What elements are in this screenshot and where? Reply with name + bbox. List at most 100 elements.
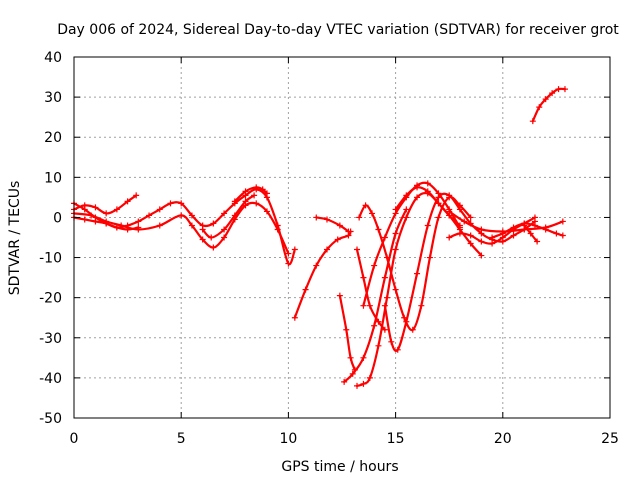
- series-arc-9: [341, 206, 410, 385]
- data-point: [542, 96, 549, 103]
- data-point: [167, 200, 174, 207]
- data-point: [456, 230, 463, 237]
- data-point: [221, 210, 228, 217]
- data-point: [81, 202, 88, 209]
- data-point: [146, 212, 153, 219]
- data-point: [375, 342, 382, 349]
- data-point: [210, 244, 217, 251]
- data-point: [135, 218, 142, 225]
- data-point: [242, 198, 249, 205]
- data-point: [285, 250, 292, 257]
- data-point: [561, 86, 568, 93]
- data-point: [392, 210, 399, 217]
- data-point: [456, 224, 463, 231]
- data-point: [384, 254, 391, 261]
- data-point: [199, 226, 206, 233]
- data-point: [424, 180, 431, 187]
- data-point: [341, 378, 348, 385]
- x-tick-label: 10: [279, 431, 297, 447]
- data-point: [424, 222, 431, 229]
- data-point: [388, 338, 395, 345]
- data-point: [403, 318, 410, 325]
- series-arc-5: [199, 192, 258, 241]
- data-point: [360, 354, 367, 361]
- data-point: [323, 246, 330, 253]
- data-point: [133, 192, 140, 199]
- data-point: [356, 214, 363, 221]
- data-point: [478, 238, 485, 245]
- data-point: [392, 230, 399, 237]
- data-point: [403, 194, 410, 201]
- data-point: [394, 346, 401, 353]
- data-point: [446, 206, 453, 213]
- data-point: [424, 188, 431, 195]
- data-point: [446, 192, 453, 199]
- data-point: [555, 86, 562, 93]
- data-point: [253, 200, 260, 207]
- data-point: [313, 214, 320, 221]
- data-point: [334, 236, 341, 243]
- data-point: [360, 380, 367, 387]
- data-point: [210, 220, 217, 227]
- data-point: [467, 214, 474, 221]
- x-tick-label: 20: [494, 431, 512, 447]
- data-point: [536, 104, 543, 111]
- data-point: [446, 234, 453, 241]
- data-point: [221, 234, 228, 241]
- data-point: [381, 326, 388, 333]
- data-point: [118, 222, 125, 229]
- data-point: [510, 232, 517, 239]
- data-point: [178, 212, 185, 219]
- data-point: [403, 206, 410, 213]
- data-point: [529, 118, 536, 125]
- x-axis-label: GPS time / hours: [281, 459, 398, 475]
- data-point: [199, 236, 206, 243]
- data-point: [92, 204, 99, 211]
- series-arc-20: [231, 184, 270, 205]
- x-tick-label: 0: [70, 431, 79, 447]
- data-point: [349, 370, 356, 377]
- data-point: [259, 186, 266, 193]
- data-point: [274, 226, 281, 233]
- data-point: [156, 206, 163, 213]
- series-layer: [71, 86, 568, 389]
- series-line: [362, 181, 461, 307]
- data-point: [156, 222, 163, 229]
- data-point: [362, 202, 369, 209]
- chart-title: Day 006 of 2024, Sidereal Day-to-day VTE…: [57, 22, 619, 38]
- data-point: [124, 198, 131, 205]
- data-point: [478, 252, 485, 259]
- y-tick-label: -40: [39, 371, 62, 387]
- data-point: [313, 262, 320, 269]
- data-point: [553, 230, 560, 237]
- data-point: [549, 90, 556, 97]
- data-point: [251, 192, 258, 199]
- data-point: [418, 302, 425, 309]
- data-point: [467, 240, 474, 247]
- data-point: [188, 222, 195, 229]
- data-point: [360, 302, 367, 309]
- series-line: [355, 191, 483, 387]
- grid-layer: [74, 57, 610, 418]
- data-point: [343, 326, 350, 333]
- data-point: [366, 302, 373, 309]
- data-point: [414, 270, 421, 277]
- series-arc-6: [291, 228, 354, 321]
- data-point: [354, 246, 361, 253]
- data-point: [291, 314, 298, 321]
- data-point: [426, 254, 433, 261]
- data-point: [253, 184, 260, 191]
- data-point: [559, 232, 566, 239]
- data-point: [384, 294, 391, 301]
- data-point: [347, 354, 354, 361]
- data-point: [302, 286, 309, 293]
- series-arc-7: [313, 214, 352, 235]
- y-axis-label: SDTVAR / TECUs: [7, 181, 23, 296]
- y-tick-label: 10: [44, 170, 62, 186]
- data-point: [392, 286, 399, 293]
- series-line: [338, 294, 356, 371]
- data-point: [263, 208, 270, 215]
- data-point: [531, 222, 538, 229]
- series-arc-11: [354, 246, 388, 333]
